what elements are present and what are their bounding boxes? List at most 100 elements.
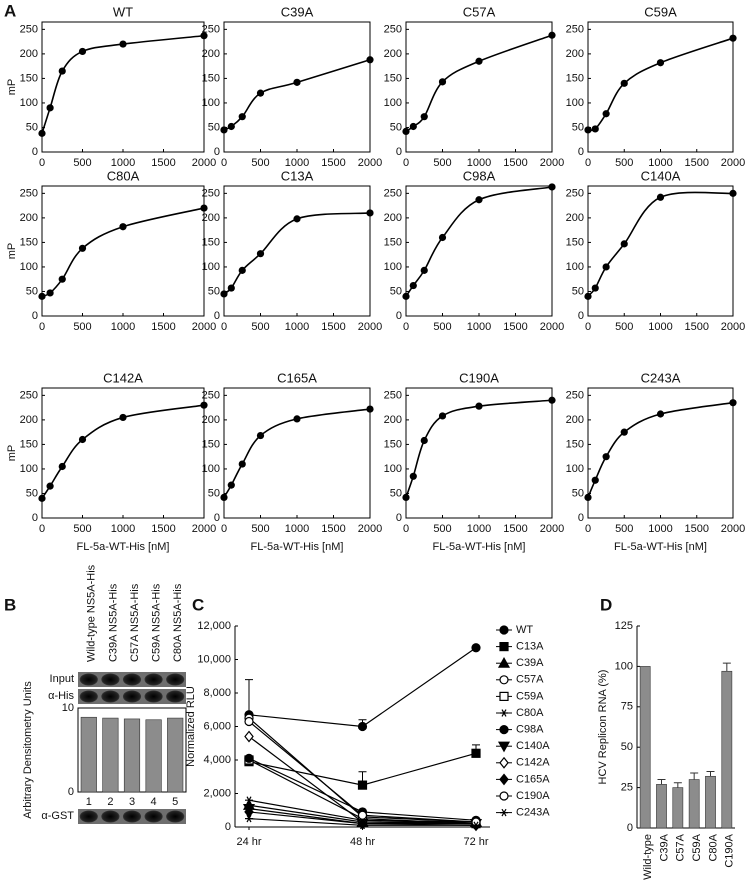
panel-label: A <box>4 1 16 20</box>
data-point <box>293 215 301 223</box>
chart-title: C243A <box>641 370 681 385</box>
y-tick-label: 100 <box>566 463 584 475</box>
legend-marker <box>499 773 509 786</box>
data-point <box>256 431 265 440</box>
bar <box>672 787 684 829</box>
panel-label: B <box>4 595 16 614</box>
y-tick-label: 0 <box>578 146 584 158</box>
data-point <box>58 275 66 283</box>
plot-frame <box>405 21 553 153</box>
blot-band <box>166 673 185 686</box>
fit-curve <box>41 34 205 134</box>
x-tick-label: 500 <box>433 321 451 333</box>
x-tick-label: 1000 <box>111 157 135 169</box>
x-tick-label: 1000 <box>648 321 672 333</box>
lane-label: C59A NS5A-His <box>151 583 163 662</box>
y-tick-label: 50 <box>26 487 38 499</box>
x-tick-label: 72 hr <box>463 836 488 848</box>
fit-curve <box>405 34 553 133</box>
x-tick-label: 500 <box>73 321 91 333</box>
y-tick-label: 100 <box>202 97 220 109</box>
data-point <box>244 716 254 727</box>
chart-title: C165A <box>277 370 317 385</box>
y-tick-label: 0 <box>396 512 402 524</box>
y-axis-label: Arbitrary Densitometry Units <box>22 681 34 819</box>
data-point <box>244 805 254 818</box>
x-tick-label: 1000 <box>285 157 309 169</box>
legend-label: C243A <box>516 807 550 819</box>
x-tick-label: 500 <box>615 523 633 535</box>
y-tick-label: 100 <box>20 463 38 475</box>
y-tick-label: 150 <box>566 438 584 450</box>
y-tick-label: 250 <box>202 187 220 199</box>
y-tick-label: 50 <box>390 487 402 499</box>
chart-title: C140A <box>641 168 681 183</box>
data-point <box>602 110 610 118</box>
data-point <box>245 814 253 823</box>
x-tick-label: 1500 <box>685 523 709 535</box>
y-tick-label: 250 <box>20 389 38 401</box>
blot-band <box>101 673 120 686</box>
x-tick-label: 2000 <box>192 321 216 333</box>
y-tick-label: 0 <box>32 512 38 524</box>
chart-title: C98A <box>463 168 496 183</box>
legend-label: C13A <box>516 641 544 653</box>
x-tick-label: 5 <box>172 796 178 808</box>
x-tick-label: 2 <box>107 796 113 808</box>
fit-curve <box>223 59 371 131</box>
data-point <box>38 292 46 300</box>
x-tick-label: C190A <box>724 833 736 867</box>
data-point <box>602 453 610 461</box>
blot-band <box>144 810 163 823</box>
data-point <box>238 266 246 274</box>
data-point <box>119 413 127 422</box>
x-tick-label: 2000 <box>540 321 564 333</box>
y-tick-label: 200 <box>566 414 584 426</box>
legend-label: C59A <box>516 690 544 702</box>
y-tick-label: 100 <box>384 97 402 109</box>
data-point <box>357 721 368 732</box>
chart-title: C190A <box>459 370 499 385</box>
x-tick-label: 1500 <box>321 321 345 333</box>
x-tick-label: 1000 <box>467 321 491 333</box>
data-point <box>548 31 556 39</box>
x-tick-label: 1000 <box>467 157 491 169</box>
data-point <box>366 56 374 64</box>
y-tick-label: 10 <box>62 702 74 714</box>
plot-frame <box>587 185 734 317</box>
y-tick-label: 150 <box>566 72 584 84</box>
lane-label: C39A NS5A-His <box>107 583 119 662</box>
blot-band <box>144 673 163 686</box>
y-tick-label: 200 <box>20 48 38 60</box>
data-point <box>78 435 87 444</box>
y-tick-label: 50 <box>26 121 38 133</box>
data-point <box>620 79 628 87</box>
blot-label: Input <box>50 673 74 685</box>
y-tick-label: 150 <box>20 438 38 450</box>
x-tick-label: 0 <box>585 321 591 333</box>
x-tick-label: 500 <box>73 523 91 535</box>
data-point <box>220 290 228 298</box>
y-tick-label: 150 <box>384 236 402 248</box>
y-axis-label: mP <box>6 79 18 96</box>
y-tick-label: 150 <box>384 438 402 450</box>
y-tick-label: 150 <box>202 438 220 450</box>
data-point <box>46 482 54 490</box>
x-tick-label: 2000 <box>358 523 382 535</box>
data-point <box>591 125 599 133</box>
x-tick-label: 1000 <box>648 157 672 169</box>
y-tick-label: 50 <box>572 487 584 499</box>
data-point <box>548 183 556 191</box>
bar <box>145 719 162 793</box>
y-tick-label: 50 <box>208 487 220 499</box>
legend-label: C80A <box>516 707 544 719</box>
data-point <box>119 223 127 231</box>
data-point <box>78 47 87 56</box>
legend-marker <box>499 625 509 635</box>
x-tick-label: 2000 <box>540 157 564 169</box>
y-tick-label: 75 <box>621 701 633 713</box>
chart-title: C80A <box>107 168 140 183</box>
series-line <box>248 647 477 728</box>
x-tick-label: 0 <box>403 523 409 535</box>
